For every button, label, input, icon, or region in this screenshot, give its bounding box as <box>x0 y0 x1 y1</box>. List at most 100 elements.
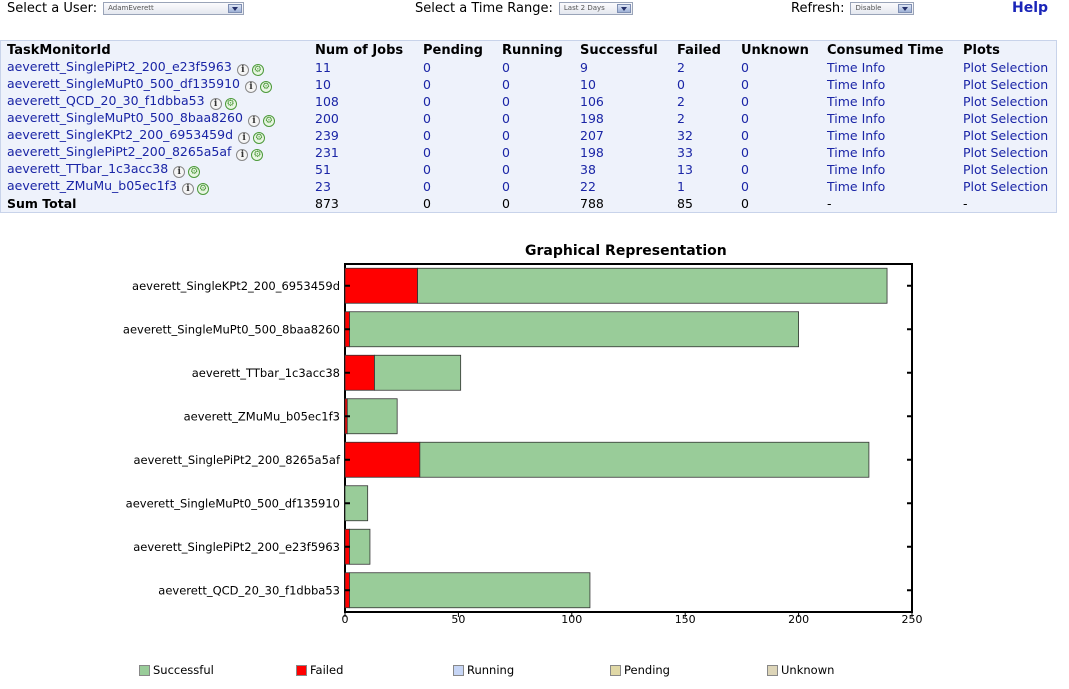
jobs-cell[interactable]: 200 <box>315 111 339 126</box>
time-info-link[interactable]: Time Info <box>827 128 886 143</box>
task-id-link[interactable]: aeverett_ZMuMu_b05ec1f3 <box>7 178 177 193</box>
time-info-link[interactable]: Time Info <box>827 94 886 109</box>
jobs-cell[interactable]: 11 <box>315 60 331 75</box>
task-id-link[interactable]: aeverett_SingleKPt2_200_6953459d <box>7 127 234 142</box>
failed-cell[interactable]: 33 <box>677 145 693 160</box>
plot-selection-link[interactable]: Plot Selection <box>963 162 1049 177</box>
chevron-down-icon[interactable] <box>228 3 243 13</box>
task-id-link[interactable]: aeverett_TTbar_1c3acc38 <box>7 161 169 176</box>
task-detail-icon[interactable]: ⚙ <box>259 81 272 93</box>
time-info-link[interactable]: Time Info <box>827 111 886 126</box>
time-info-link[interactable]: Time Info <box>827 179 886 194</box>
info-icon[interactable]: i <box>236 64 249 76</box>
running-cell[interactable]: 0 <box>502 145 510 160</box>
x-tick-label: 250 <box>902 613 923 626</box>
plot-selection-link[interactable]: Plot Selection <box>963 60 1049 75</box>
successful-cell[interactable]: 10 <box>580 77 596 92</box>
user-label: Select a User: <box>7 0 98 16</box>
task-detail-icon[interactable]: ⚙ <box>224 98 237 110</box>
y-tick-label: aeverett_ZMuMu_b05ec1f3 <box>184 409 340 423</box>
task-id-link[interactable]: aeverett_SinglePiPt2_200_8265a5af <box>7 144 232 159</box>
time-info-link[interactable]: Time Info <box>827 60 886 75</box>
plot-selection-link[interactable]: Plot Selection <box>963 111 1049 126</box>
failed-cell[interactable]: 13 <box>677 162 693 177</box>
running-cell[interactable]: 0 <box>502 111 510 126</box>
jobs-cell[interactable]: 108 <box>315 94 339 109</box>
task-id-link[interactable]: aeverett_SingleMuPt0_500_8baa8260 <box>7 110 243 125</box>
running-cell[interactable]: 0 <box>502 162 510 177</box>
unknown-cell[interactable]: 0 <box>741 128 749 143</box>
time-info-link[interactable]: Time Info <box>827 162 886 177</box>
unknown-cell[interactable]: 0 <box>741 94 749 109</box>
plot-selection-link[interactable]: Plot Selection <box>963 145 1049 160</box>
jobs-cell[interactable]: 23 <box>315 179 331 194</box>
failed-cell[interactable]: 32 <box>677 128 693 143</box>
task-detail-icon[interactable]: ⚙ <box>251 64 264 76</box>
failed-cell[interactable]: 0 <box>677 77 685 92</box>
successful-cell[interactable]: 106 <box>580 94 604 109</box>
help-link[interactable]: Help <box>1012 0 1049 16</box>
task-id-link[interactable]: aeverett_SinglePiPt2_200_e23f5963 <box>7 59 232 74</box>
plot-selection-link[interactable]: Plot Selection <box>963 179 1049 194</box>
pending-cell[interactable]: 0 <box>423 60 431 75</box>
chevron-down-icon[interactable] <box>898 3 913 13</box>
task-id-link[interactable]: aeverett_QCD_20_30_f1dbba53 <box>7 93 205 108</box>
time-range-select[interactable]: Last 2 Days <box>558 1 633 15</box>
task-detail-icon[interactable]: ⚙ <box>253 132 266 144</box>
info-icon[interactable]: i <box>244 81 257 93</box>
failed-cell[interactable]: 2 <box>677 60 685 75</box>
task-detail-icon[interactable]: ⚙ <box>196 183 209 195</box>
column-header: Successful <box>580 43 658 58</box>
chevron-down-icon[interactable] <box>616 3 631 13</box>
pending-cell[interactable]: 0 <box>423 94 431 109</box>
successful-cell[interactable]: 198 <box>580 145 604 160</box>
info-icon[interactable]: i <box>209 98 222 110</box>
info-icon[interactable]: i <box>236 149 249 161</box>
unknown-cell[interactable]: 0 <box>741 60 749 75</box>
unknown-cell[interactable]: 0 <box>741 77 749 92</box>
info-icon[interactable]: i <box>247 115 260 127</box>
pending-cell[interactable]: 0 <box>423 111 431 126</box>
plot-selection-link[interactable]: Plot Selection <box>963 128 1049 143</box>
pending-cell[interactable]: 0 <box>423 128 431 143</box>
running-cell[interactable]: 0 <box>502 128 510 143</box>
pending-cell[interactable]: 0 <box>423 77 431 92</box>
unknown-cell[interactable]: 0 <box>741 111 749 126</box>
pending-cell[interactable]: 0 <box>423 179 431 194</box>
task-detail-icon[interactable]: ⚙ <box>188 166 201 178</box>
successful-cell[interactable]: 9 <box>580 60 588 75</box>
running-cell[interactable]: 0 <box>502 77 510 92</box>
failed-cell[interactable]: 1 <box>677 179 685 194</box>
refresh-select[interactable]: Disable <box>850 1 915 15</box>
task-id-link[interactable]: aeverett_SingleMuPt0_500_df135910 <box>7 76 240 91</box>
info-icon[interactable]: i <box>181 183 194 195</box>
successful-cell[interactable]: 22 <box>580 179 596 194</box>
time-info-link[interactable]: Time Info <box>827 145 886 160</box>
running-cell[interactable]: 0 <box>502 60 510 75</box>
unknown-cell[interactable]: 0 <box>741 179 749 194</box>
plot-selection-link[interactable]: Plot Selection <box>963 77 1049 92</box>
info-icon[interactable]: i <box>238 132 251 144</box>
jobs-cell[interactable]: 10 <box>315 77 331 92</box>
user-select[interactable]: AdamEverett <box>103 1 245 15</box>
jobs-cell[interactable]: 239 <box>315 128 339 143</box>
task-detail-icon[interactable]: ⚙ <box>251 149 264 161</box>
jobs-cell[interactable]: 51 <box>315 162 331 177</box>
successful-cell[interactable]: 38 <box>580 162 596 177</box>
running-cell[interactable]: 0 <box>502 94 510 109</box>
successful-cell[interactable]: 207 <box>580 128 604 143</box>
pending-cell[interactable]: 0 <box>423 145 431 160</box>
unknown-cell[interactable]: 0 <box>741 162 749 177</box>
failed-cell[interactable]: 2 <box>677 111 685 126</box>
plot-selection-link[interactable]: Plot Selection <box>963 94 1049 109</box>
running-cell[interactable]: 0 <box>502 179 510 194</box>
successful-cell[interactable]: 198 <box>580 111 604 126</box>
unknown-cell[interactable]: 0 <box>741 145 749 160</box>
time-info-link[interactable]: Time Info <box>827 77 886 92</box>
legend-label: Pending <box>624 663 670 677</box>
info-icon[interactable]: i <box>173 166 186 178</box>
pending-cell[interactable]: 0 <box>423 162 431 177</box>
task-detail-icon[interactable]: ⚙ <box>262 115 275 127</box>
jobs-cell[interactable]: 231 <box>315 145 339 160</box>
failed-cell[interactable]: 2 <box>677 94 685 109</box>
